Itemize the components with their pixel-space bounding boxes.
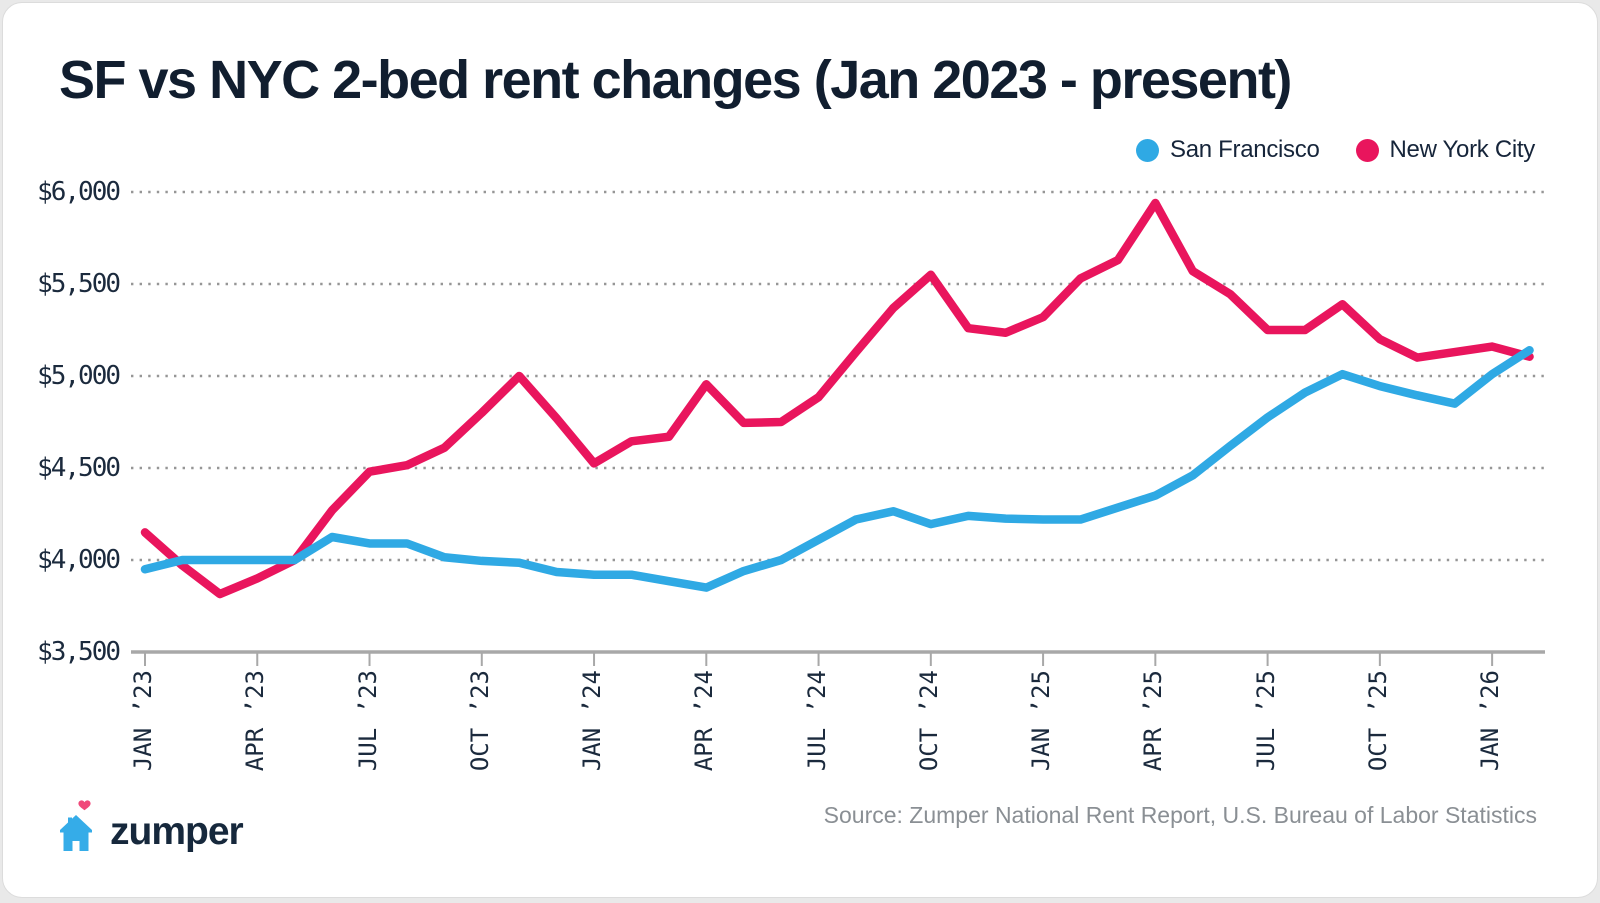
x-axis-tick-label: OCT ’23: [465, 670, 494, 772]
y-axis-tick-label: $5,000: [37, 361, 121, 391]
x-axis-tick-label: JUL ’25: [1251, 670, 1280, 772]
x-axis-tick-label-wrap: OCT ’25: [1364, 670, 1422, 776]
legend-item-new-york-city: New York City: [1355, 136, 1536, 164]
x-axis-tick-label-wrap: JAN ’25: [1027, 670, 1085, 776]
source-attribution: Source: Zumper National Rent Report, U.S…: [823, 802, 1537, 828]
x-axis: [131, 650, 1545, 666]
x-axis-tick-label: JUL ’23: [353, 670, 382, 772]
x-axis-tick-label: JUL ’24: [802, 670, 831, 772]
zumper-house-icon: [60, 800, 92, 851]
x-axis-tick-label-wrap: APR ’25: [1139, 670, 1197, 776]
y-axis-tick-label: $3,500: [37, 637, 121, 667]
legend: San Francisco New York City: [1136, 136, 1535, 164]
rent-line-chart: [131, 190, 1545, 666]
y-axis-tick-label: $6,000: [37, 177, 121, 207]
nyc-legend-dot-icon: [1355, 138, 1379, 162]
x-axis-tick-label-wrap: JUL ’25: [1252, 670, 1310, 776]
heart-icon: [78, 800, 91, 811]
x-axis-tick-label-wrap: JUL ’24: [803, 670, 861, 776]
x-axis-tick-label: JAN ’24: [578, 670, 607, 772]
x-axis-tick-label: JAN ’23: [129, 670, 157, 772]
x-axis-tick-label: APR ’24: [690, 670, 719, 772]
legend-label-san-francisco: San Francisco: [1170, 136, 1320, 163]
y-axis-tick-label: $5,500: [37, 269, 121, 299]
y-axis-tick-label: $4,500: [37, 453, 121, 483]
y-axis-tick-label: $4,000: [37, 545, 121, 575]
x-axis-tick-label: JAN ’25: [1027, 670, 1056, 772]
x-axis-tick-label-wrap: JAN ’24: [578, 670, 636, 776]
x-axis-tick-label-wrap: OCT ’24: [915, 670, 973, 776]
x-axis-tick-label-wrap: JAN ’26: [1476, 670, 1534, 776]
x-axis-tick-label: JAN ’26: [1476, 670, 1505, 772]
nyc-series-line: [140, 198, 1534, 599]
x-axis-tick-label: OCT ’25: [1363, 670, 1392, 772]
x-axis-tick-label-wrap: APR ’24: [690, 670, 748, 776]
house-icon: [60, 815, 92, 851]
x-axis-tick-label: OCT ’24: [914, 670, 943, 772]
x-axis-tick-label-wrap: OCT ’23: [466, 670, 524, 776]
legend-item-san-francisco: San Francisco: [1136, 136, 1320, 164]
x-axis-tick-label-wrap: JUL ’23: [354, 670, 412, 776]
zumper-logo: zumper: [57, 795, 244, 853]
x-axis-tick-label-wrap: APR ’23: [241, 670, 299, 776]
chart-title: SF vs NYC 2-bed rent changes (Jan 2023 -…: [59, 50, 1292, 110]
legend-label-new-york-city: New York City: [1389, 136, 1536, 163]
x-axis-tick-label: APR ’23: [241, 670, 270, 772]
x-axis-tick-label: APR ’25: [1139, 670, 1168, 772]
sf-legend-dot-icon: [1136, 138, 1159, 162]
sf-series-line: [140, 345, 1534, 592]
x-axis-tick-label-wrap: JAN ’23: [129, 670, 187, 776]
zumper-wordmark: zumper: [110, 810, 244, 853]
